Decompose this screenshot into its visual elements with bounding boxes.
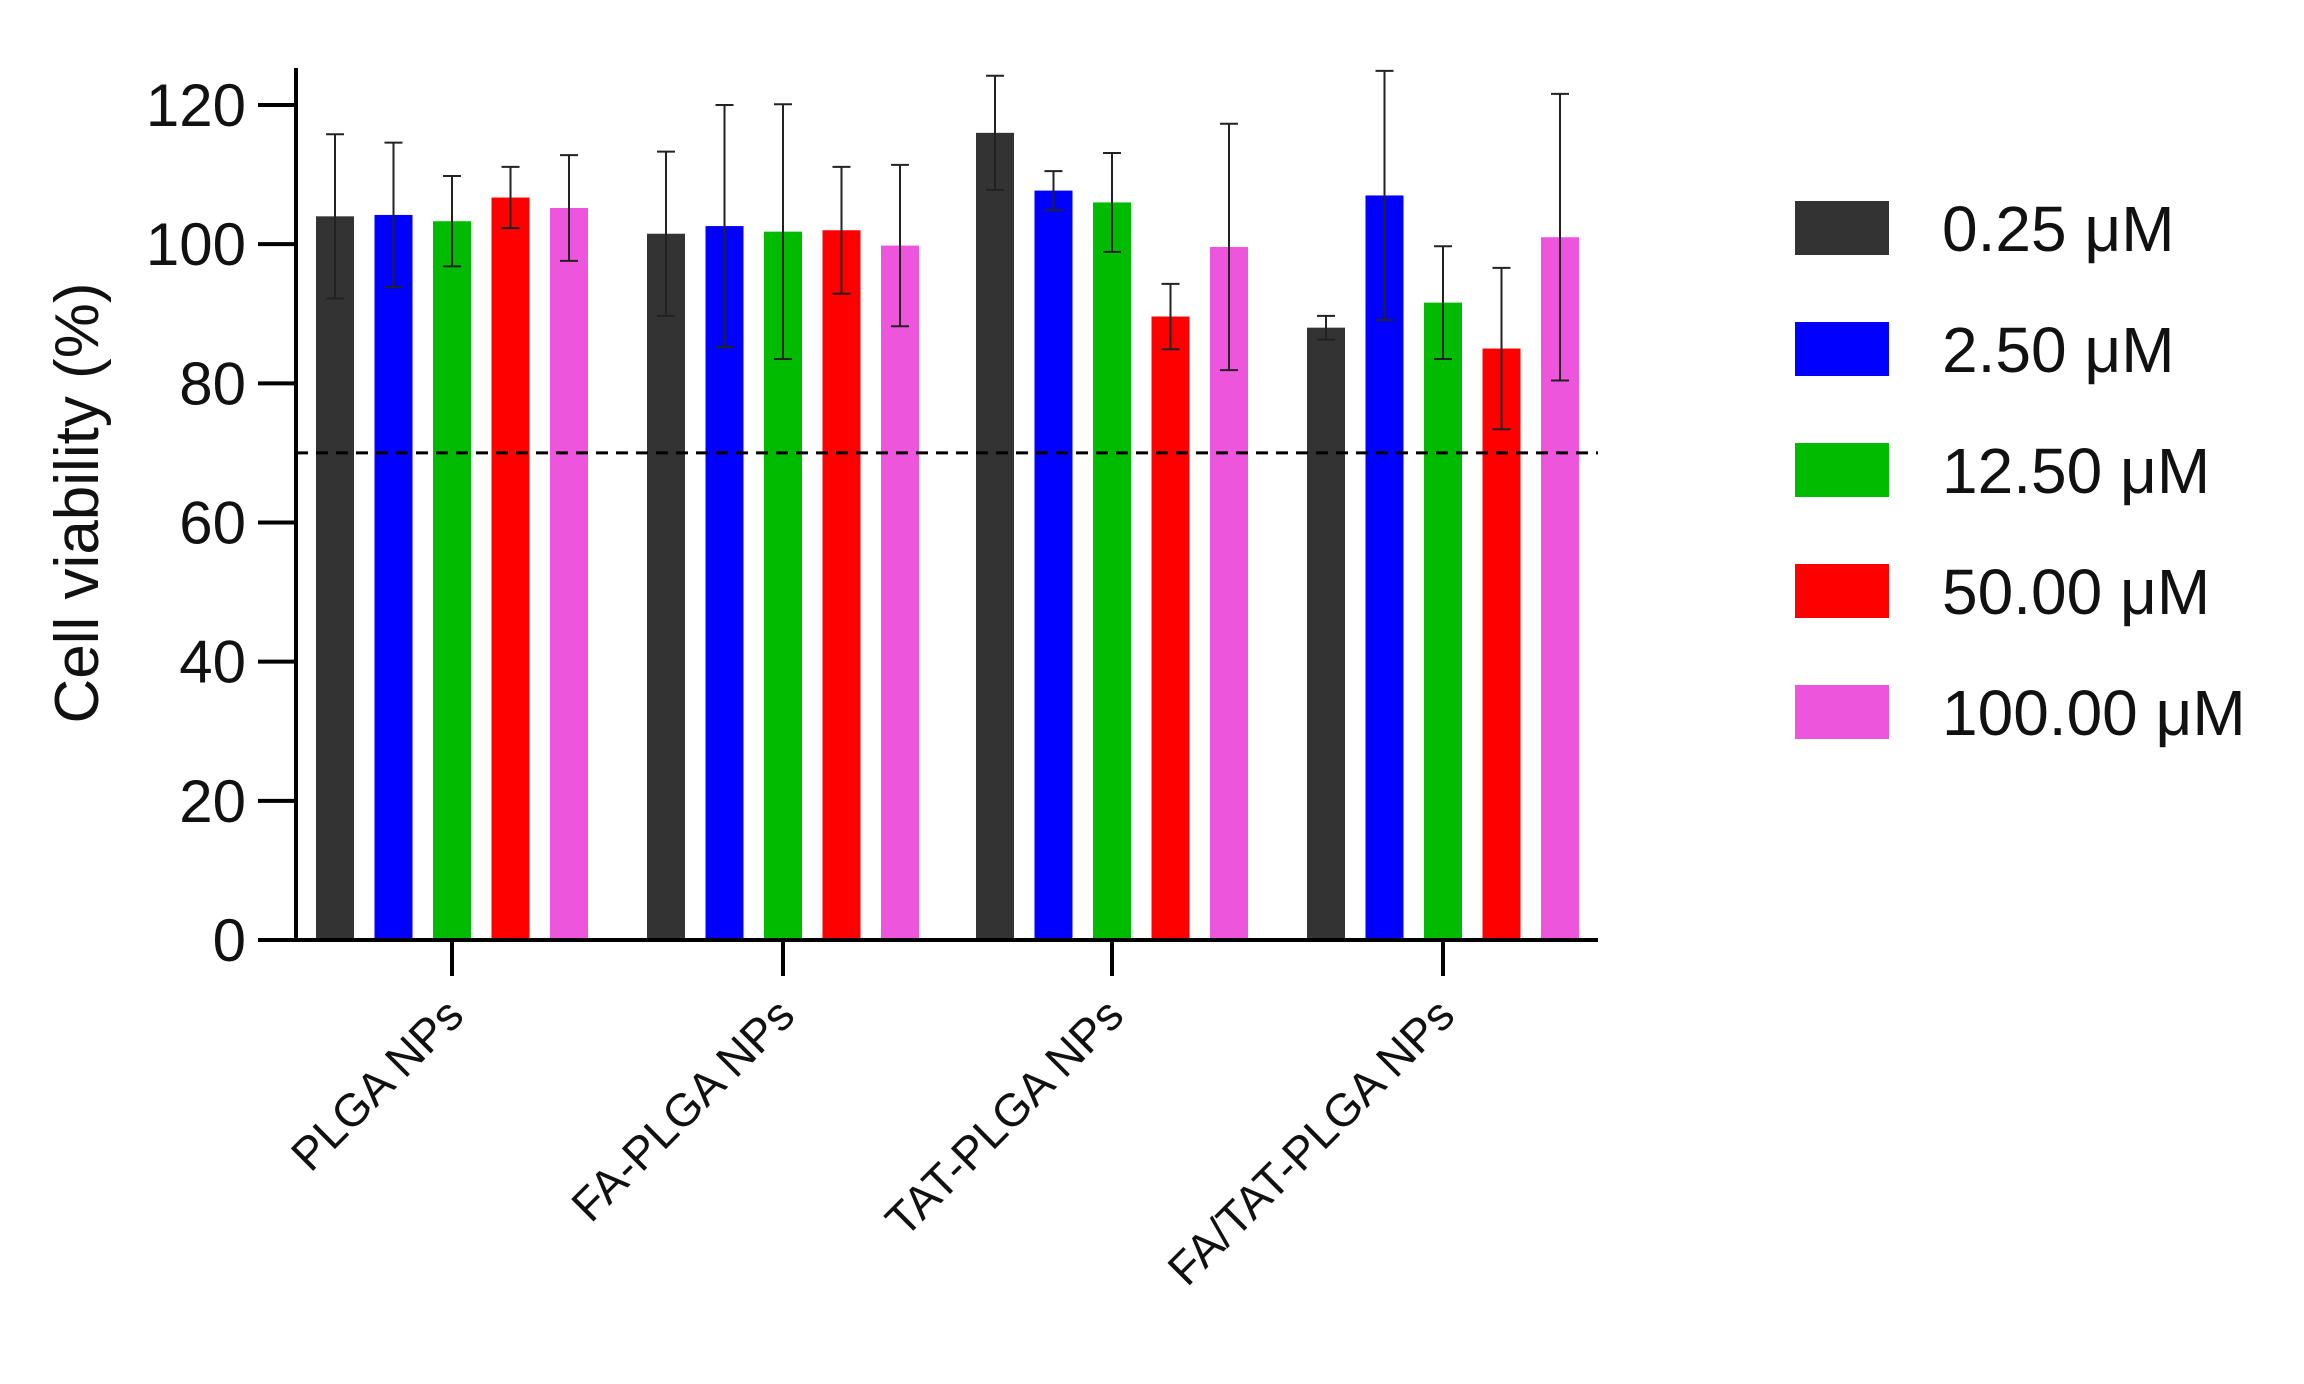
x-category-label: FA-PLGA NPs <box>561 988 804 1231</box>
y-tick-label: 40 <box>179 629 246 696</box>
bar <box>1034 190 1073 940</box>
y-tick-label: 20 <box>179 768 246 835</box>
x-ticks: PLGA NPs FA-PLGA NPs TAT-PLGA NPs FA/TAT-PL… <box>281 940 1464 1295</box>
x-category-label: FA/TAT-PLGA NPs <box>1157 988 1464 1295</box>
bar <box>881 245 919 940</box>
bar <box>433 221 471 940</box>
y-ticks: 0 20 40 60 80 100 120 <box>146 72 296 974</box>
bar <box>1307 327 1345 941</box>
legend-label: 0.25 μM <box>1942 193 2175 265</box>
x-category-label: PLGA NPs <box>281 988 473 1180</box>
y-tick-label: 120 <box>146 72 246 139</box>
legend-swatch <box>1795 322 1889 376</box>
legend-swatch <box>1795 685 1889 739</box>
bar <box>1482 348 1521 941</box>
legend-label: 100.00 μM <box>1942 677 2246 749</box>
bar <box>491 197 530 940</box>
legend-swatch <box>1795 443 1889 497</box>
bar <box>1093 202 1131 940</box>
legend-label: 2.50 μM <box>1942 314 2175 386</box>
legend-swatch <box>1795 564 1889 618</box>
y-tick-label: 80 <box>179 350 246 417</box>
legend-swatch <box>1795 201 1889 255</box>
bar <box>822 230 861 940</box>
error-bars-layer <box>326 69 1569 431</box>
y-axis-label: Cell viability (%) <box>43 283 112 724</box>
x-category-label: TAT-PLGA NPs <box>875 988 1133 1246</box>
legend-label: 50.00 μM <box>1942 556 2210 628</box>
bar <box>316 216 354 941</box>
bars-layer <box>316 132 1579 941</box>
legend: 0.25 μM 2.50 μM 12.50 μM 50.00 μM 100.00 μM <box>1795 193 2246 749</box>
bar <box>976 132 1014 941</box>
bar <box>550 207 588 940</box>
bar <box>374 214 413 941</box>
bar <box>647 233 685 940</box>
legend-label: 12.50 μM <box>1942 435 2210 507</box>
bar <box>1151 316 1190 940</box>
bar <box>1424 302 1462 940</box>
y-tick-label: 60 <box>179 490 246 557</box>
y-tick-label: 100 <box>146 211 246 278</box>
y-tick-label: 0 <box>213 907 246 974</box>
